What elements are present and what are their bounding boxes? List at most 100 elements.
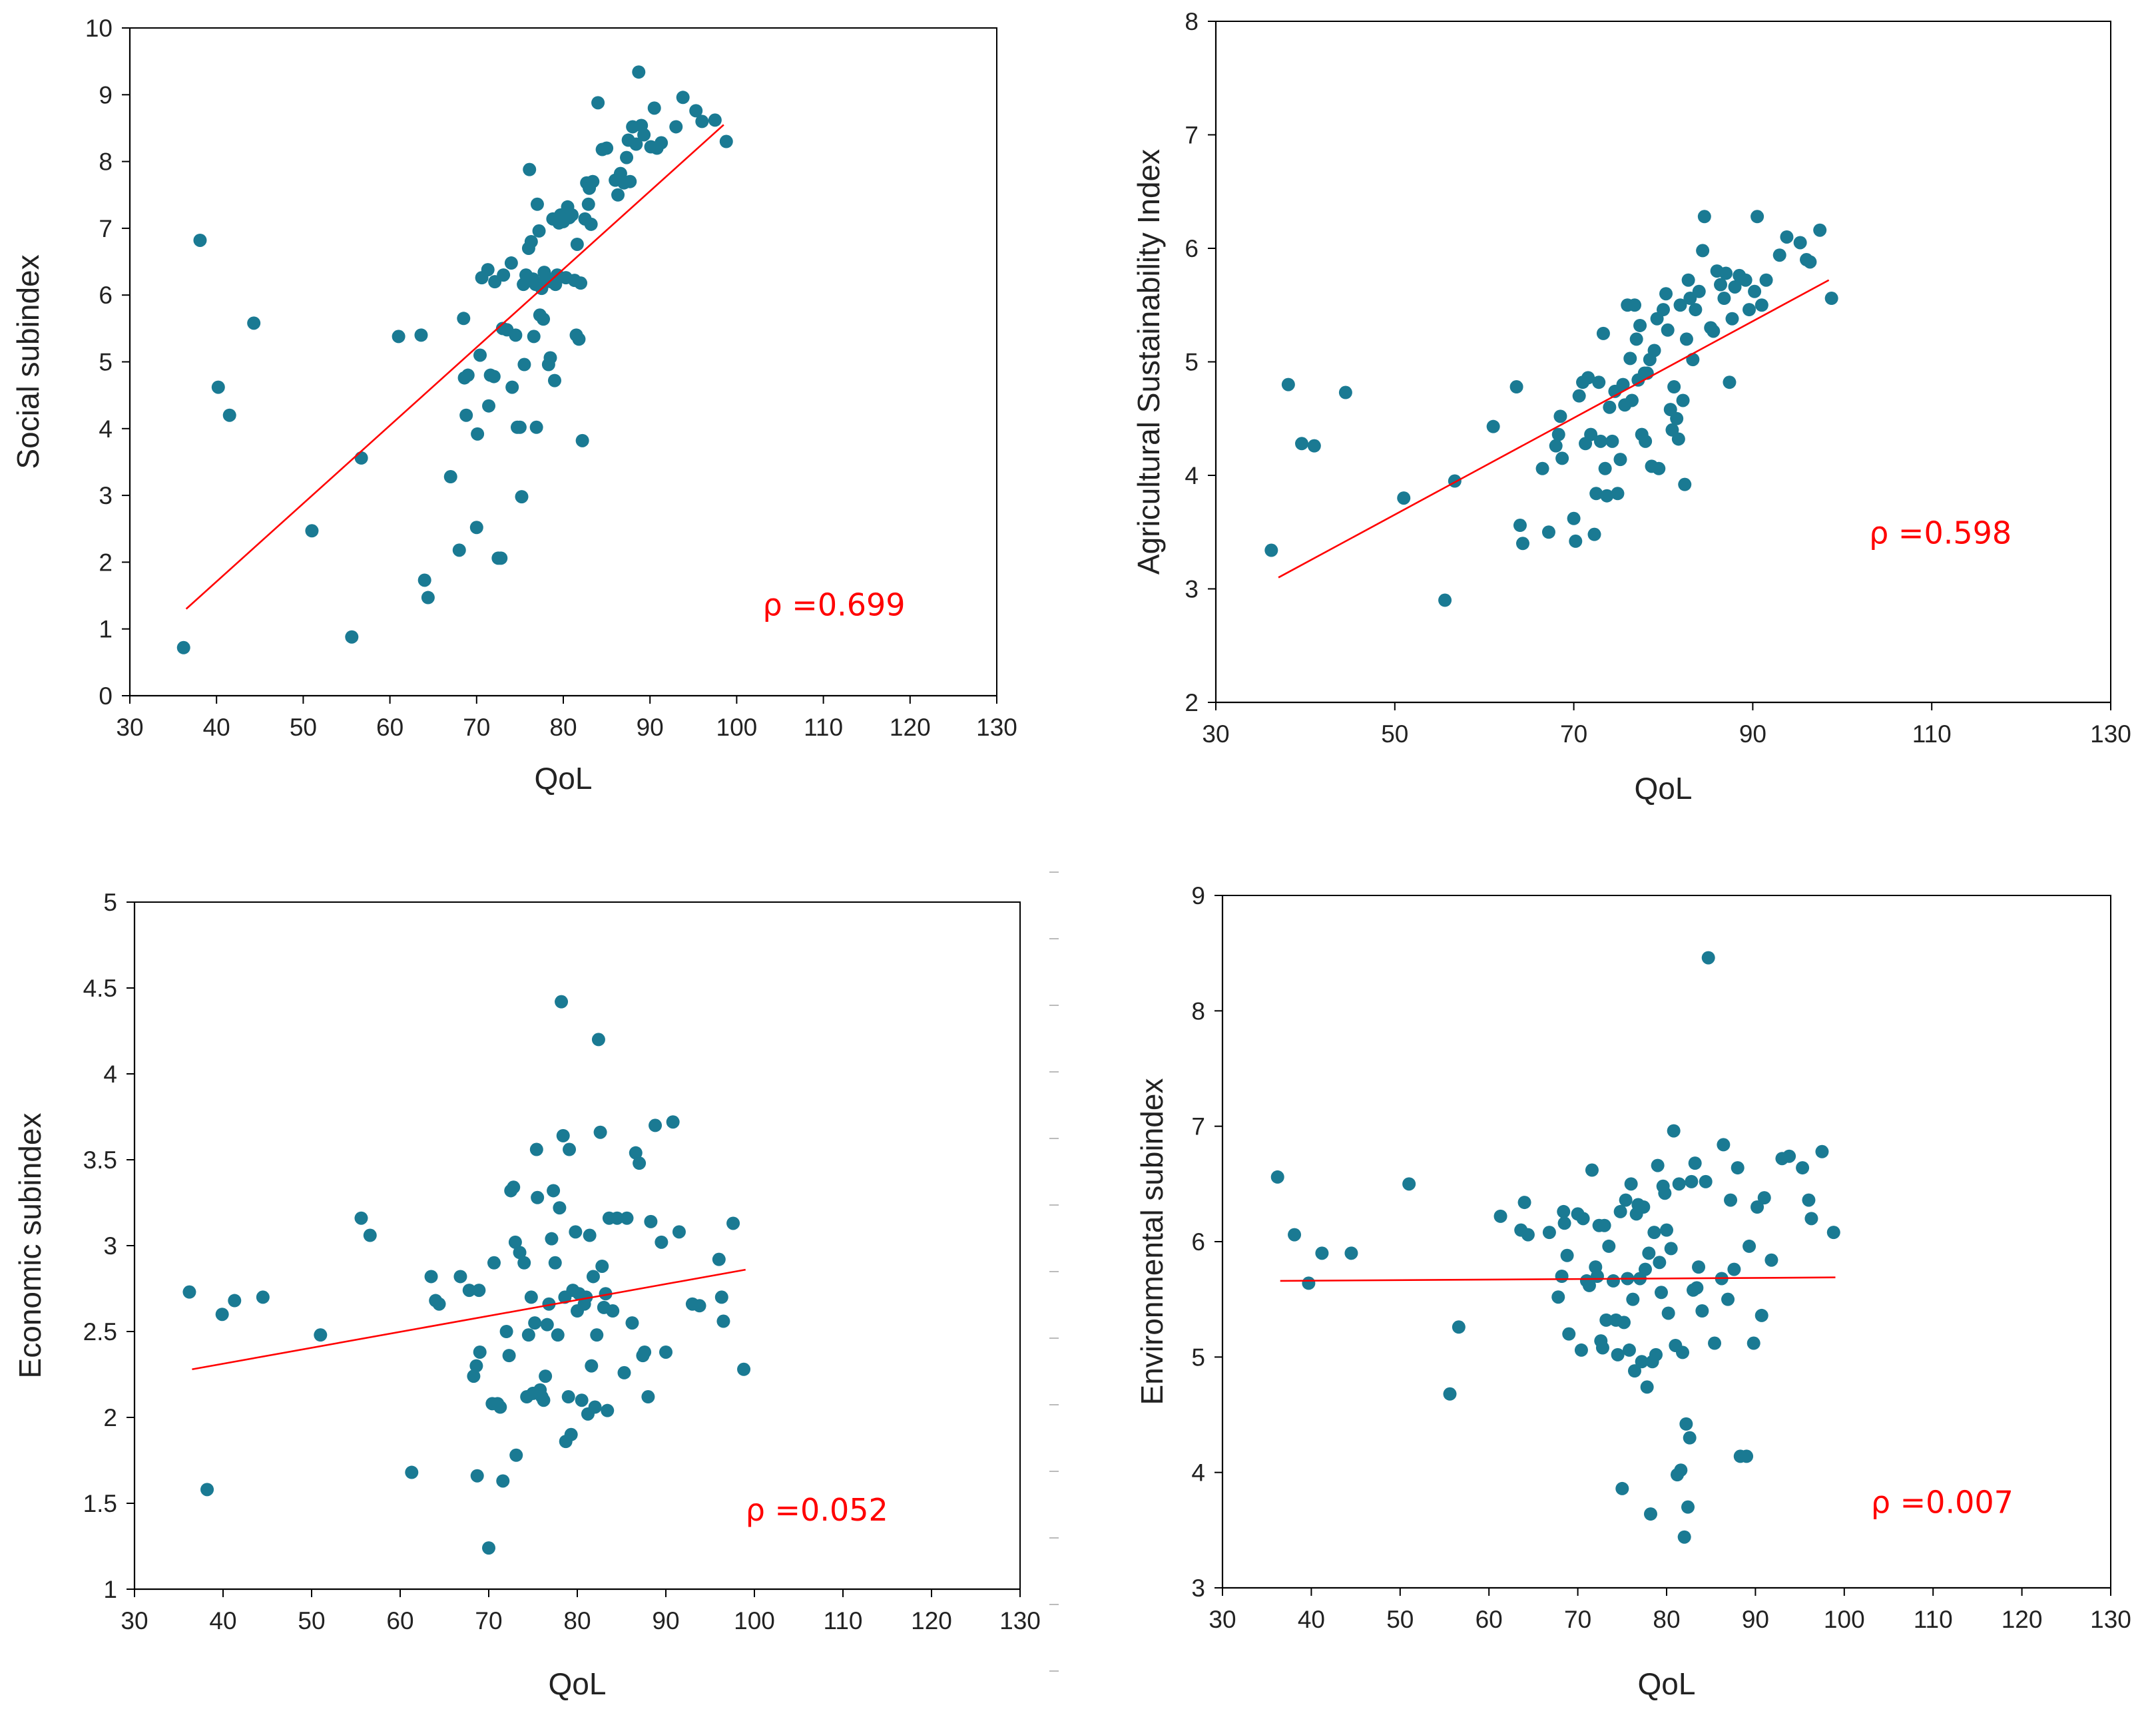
data-point [424, 1270, 438, 1284]
panel-social: 30 40 50 60 70 80 90 100 110 120 130 0 1 2 3 4 5 6 7 8 9 10 ρ… [11, 15, 1017, 796]
data-point [542, 1297, 556, 1311]
data-point [1602, 1239, 1616, 1253]
data-point [1743, 303, 1756, 317]
data-point [1624, 1177, 1638, 1191]
data-point [655, 136, 669, 150]
data-point [1302, 1276, 1316, 1290]
data-point [1452, 1320, 1466, 1334]
data-point [354, 1211, 368, 1225]
data-point [606, 1304, 620, 1318]
data-point [581, 197, 595, 211]
data-point [1595, 1341, 1609, 1355]
data-point [1270, 1170, 1284, 1184]
trendline [192, 1268, 746, 1371]
data-point [1724, 1193, 1738, 1207]
data-point [641, 1390, 655, 1404]
data-point [1714, 278, 1728, 292]
data-point [1611, 1348, 1625, 1361]
data-point [1748, 284, 1762, 298]
data-point [601, 1403, 615, 1417]
data-point [565, 208, 579, 222]
y-tick-label: 5 [1191, 1344, 1205, 1371]
data-point [1637, 1200, 1651, 1214]
data-point [1667, 1124, 1681, 1138]
data-point [1696, 244, 1710, 258]
data-point [1619, 1193, 1633, 1207]
data-point [1815, 1144, 1829, 1158]
x-tick-label: 110 [804, 714, 843, 741]
data-point [1754, 1308, 1768, 1322]
x-tick-label: 120 [2002, 1606, 2043, 1633]
x-tick-label: 100 [734, 1607, 775, 1634]
data-point [610, 1211, 624, 1225]
data-point [467, 1369, 481, 1383]
x-tick-label: 130 [2090, 720, 2131, 748]
data-point [1625, 393, 1639, 407]
data-point [633, 1156, 647, 1170]
data-point [1617, 1316, 1631, 1330]
data-point [1551, 1290, 1565, 1304]
x-tick-label: 110 [1914, 1606, 1953, 1633]
data-point [672, 1225, 686, 1239]
x-tick-label: 70 [1560, 720, 1587, 748]
data-point [505, 380, 519, 394]
rho-annotation: ρ =0.052 [746, 1492, 888, 1528]
data-point [1764, 1253, 1778, 1267]
data-point [590, 1328, 604, 1342]
data-point [1780, 230, 1794, 244]
data-point [531, 1190, 545, 1204]
data-point [1486, 419, 1500, 433]
data-point [1658, 1186, 1672, 1200]
data-point [570, 237, 584, 251]
x-axis-label: QoL [535, 761, 593, 796]
data-point [611, 188, 625, 202]
data-point [528, 1316, 542, 1330]
data-point [1611, 487, 1625, 501]
data-point [1690, 1281, 1704, 1295]
data-point [529, 420, 543, 434]
x-tick-label: 80 [549, 714, 577, 741]
data-point [1695, 1304, 1709, 1318]
x-tick-label: 40 [1298, 1606, 1325, 1633]
data-point [1826, 1226, 1840, 1240]
data-point [1678, 477, 1692, 491]
data-point [1692, 1260, 1706, 1274]
x-tick-label: 110 [824, 1607, 863, 1634]
data-point [1576, 1212, 1590, 1226]
y-tick-label: 5 [1185, 349, 1199, 376]
data-point [1672, 1177, 1686, 1191]
data-point [666, 1115, 680, 1129]
data-point [689, 104, 703, 118]
data-point [617, 1365, 631, 1379]
data-point [215, 1308, 229, 1322]
data-point [1599, 1313, 1613, 1327]
data-point [629, 137, 643, 151]
data-point [649, 1118, 663, 1132]
data-point [1647, 344, 1661, 358]
data-point [470, 1469, 484, 1483]
column-separator [1049, 871, 1059, 1672]
data-point [655, 1235, 669, 1249]
data-point [1587, 527, 1601, 541]
data-point [575, 433, 589, 447]
data-point [200, 1483, 214, 1497]
data-point [1295, 437, 1309, 451]
data-point [497, 268, 511, 282]
data-point [1562, 1327, 1576, 1341]
data-point [1560, 1248, 1574, 1262]
data-point [256, 1290, 270, 1304]
data-point [509, 328, 523, 342]
data-point [591, 1033, 605, 1047]
data-point [523, 162, 537, 176]
data-point [462, 1284, 476, 1298]
data-point [1677, 1530, 1691, 1544]
y-axis-label: Agricultural Sustainability Index [1131, 149, 1166, 575]
points [176, 65, 733, 654]
data-point [461, 368, 475, 382]
data-point [1557, 1216, 1571, 1230]
data-point [1681, 273, 1695, 287]
data-point [1613, 1204, 1627, 1218]
y-tick-label: 6 [1185, 235, 1199, 262]
data-point [1615, 1481, 1629, 1495]
data-point [513, 1246, 527, 1260]
